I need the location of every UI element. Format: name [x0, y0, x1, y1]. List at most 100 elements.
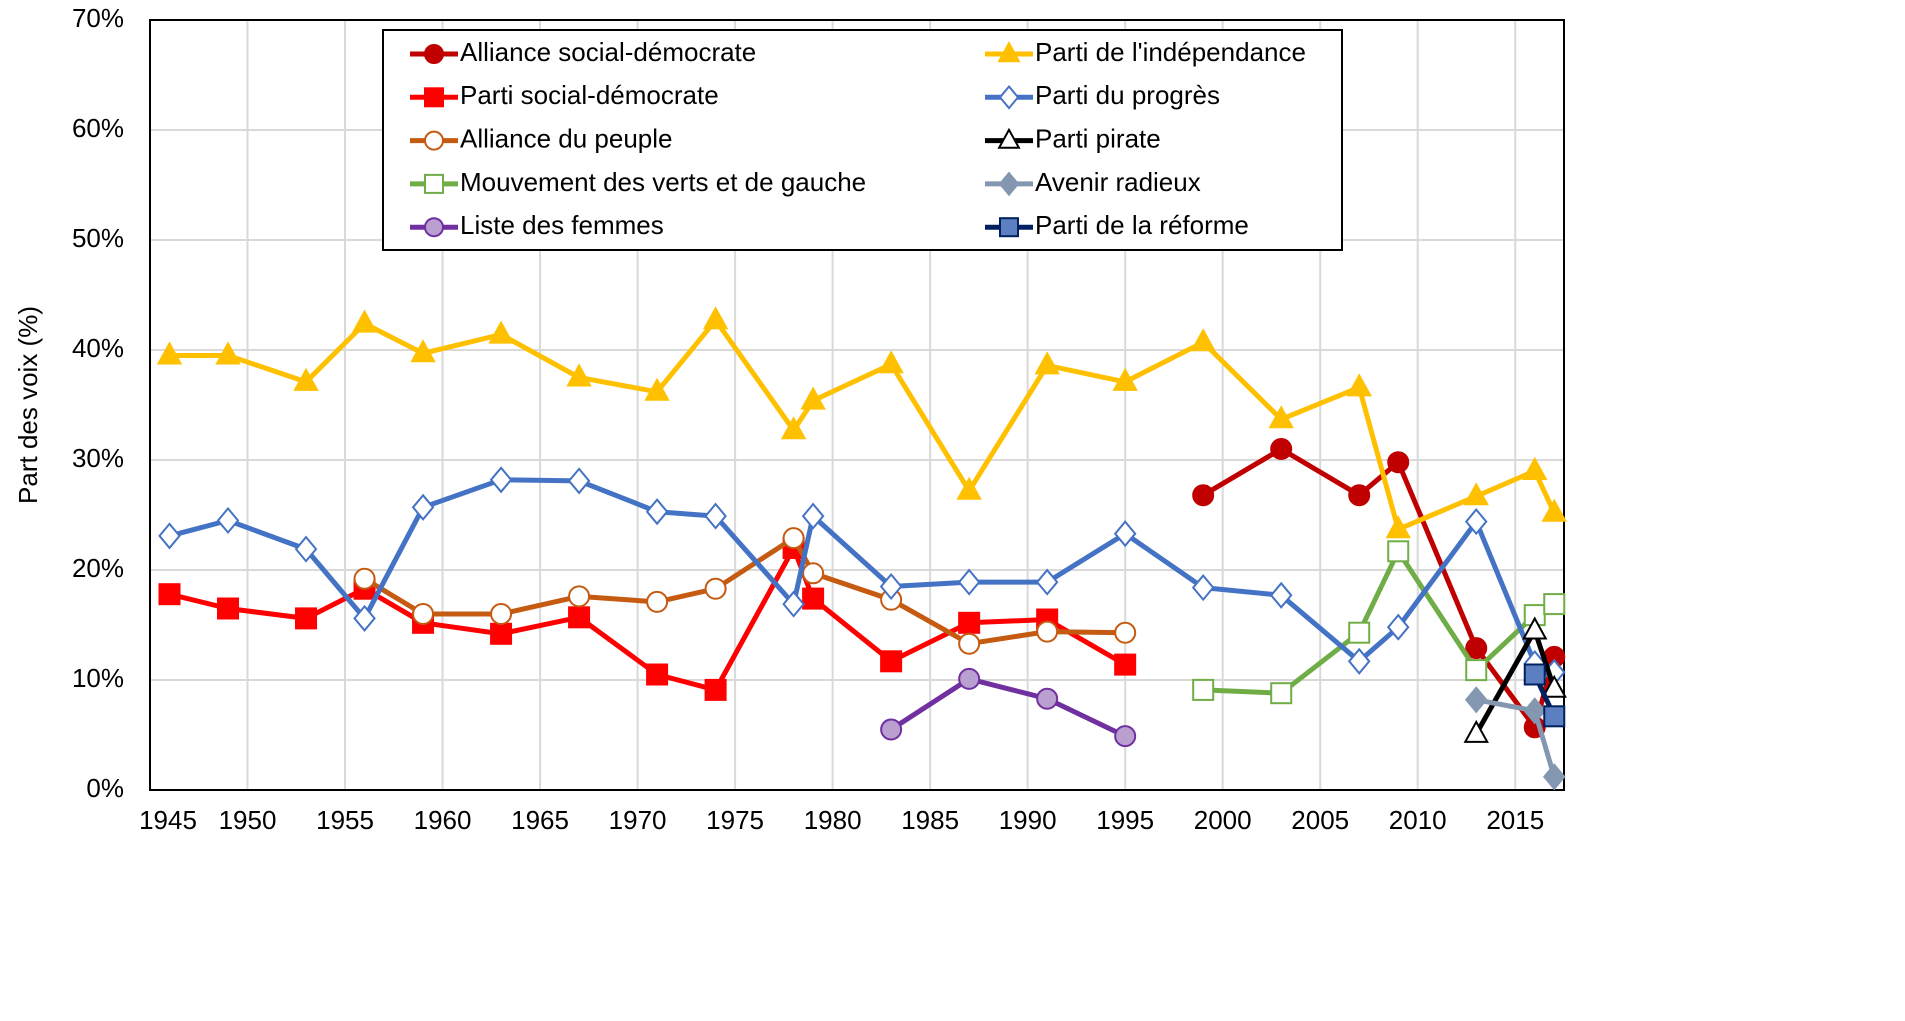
x-tick-label: 1960 [414, 805, 472, 835]
marker [1522, 456, 1548, 480]
marker [158, 583, 181, 606]
x-tick-label: 2015 [1486, 805, 1544, 835]
legend-label: Parti social-démocrate [460, 80, 719, 110]
marker [999, 217, 1019, 238]
marker [802, 562, 825, 585]
marker [1523, 697, 1547, 725]
legend-box [382, 29, 1343, 251]
marker [956, 476, 982, 500]
marker [490, 622, 513, 645]
marker [1192, 484, 1215, 507]
marker [1348, 621, 1371, 644]
marker [1347, 647, 1371, 675]
x-tick-label: 1985 [901, 805, 959, 835]
y-tick-label: 60% [72, 113, 124, 143]
marker [1387, 540, 1410, 563]
x-tick-label: 1980 [804, 805, 862, 835]
marker [1465, 659, 1488, 682]
legend-label: Mouvement des verts et de gauche [460, 167, 866, 197]
marker [411, 493, 435, 521]
marker [1114, 725, 1137, 748]
marker [568, 606, 591, 629]
marker [1035, 568, 1059, 596]
marker [958, 667, 981, 690]
marker [156, 341, 183, 365]
marker [1387, 451, 1410, 474]
series-line [168, 477, 1556, 675]
marker [1112, 367, 1138, 391]
marker [424, 173, 444, 194]
marker [998, 84, 1020, 110]
marker [1348, 484, 1371, 507]
marker [412, 603, 435, 625]
marker [217, 597, 240, 620]
marker [645, 498, 669, 526]
marker [880, 650, 903, 673]
marker [780, 416, 807, 440]
marker [353, 567, 376, 590]
y-tick-label: 30% [72, 443, 124, 473]
marker [424, 217, 444, 238]
marker [1036, 687, 1059, 710]
marker [1542, 763, 1566, 791]
marker [782, 590, 805, 618]
legend-label: Parti pirate [1035, 123, 1161, 153]
marker [158, 522, 181, 550]
marker [1522, 616, 1548, 640]
marker [1269, 581, 1293, 609]
marker [704, 678, 727, 701]
legend-label: Parti de la réforme [1035, 210, 1249, 240]
marker [1523, 663, 1546, 686]
series-line [169, 317, 1557, 532]
y-tick-label: 50% [72, 223, 124, 253]
marker [1386, 613, 1410, 641]
marker [488, 320, 514, 344]
marker [802, 587, 825, 610]
marker [958, 632, 981, 655]
series-line [363, 535, 1126, 647]
y-tick-label: 0% [86, 773, 124, 803]
marker [294, 535, 318, 563]
y-tick-label: 70% [72, 3, 124, 33]
marker [957, 568, 981, 596]
marker [424, 44, 444, 64]
marker [1465, 637, 1488, 660]
marker [782, 527, 805, 550]
marker [1270, 438, 1293, 460]
marker [568, 585, 591, 608]
marker [353, 604, 376, 632]
x-tick-label: 1950 [219, 805, 277, 835]
marker [295, 607, 318, 630]
marker [215, 341, 241, 365]
marker [1190, 328, 1216, 352]
marker [644, 377, 670, 401]
series-line [889, 676, 1127, 739]
marker [1543, 593, 1566, 616]
marker [1464, 508, 1488, 536]
marker [1541, 674, 1567, 698]
x-tick-label: 2010 [1389, 805, 1447, 835]
y-tick-label: 40% [72, 333, 124, 363]
marker [702, 306, 729, 330]
marker [704, 502, 727, 530]
marker [1463, 719, 1489, 743]
legend-label: Parti de l'indépendance [1035, 37, 1306, 67]
marker [1268, 405, 1294, 429]
x-tick-label: 1990 [999, 805, 1057, 835]
x-tick-label: 1955 [316, 805, 374, 835]
marker [998, 171, 1020, 197]
series-line [1203, 548, 1556, 696]
marker [351, 309, 378, 333]
marker [646, 663, 669, 686]
marker [997, 127, 1021, 149]
marker [1114, 621, 1137, 644]
marker [878, 350, 904, 374]
x-tick-label: 1970 [609, 805, 667, 835]
marker [1034, 351, 1060, 375]
x-tick-label: 1965 [511, 805, 569, 835]
marker [1270, 682, 1293, 705]
x-tick-label: 1975 [706, 805, 764, 835]
marker [1036, 620, 1059, 643]
legend-label: Alliance social-démocrate [460, 37, 756, 67]
